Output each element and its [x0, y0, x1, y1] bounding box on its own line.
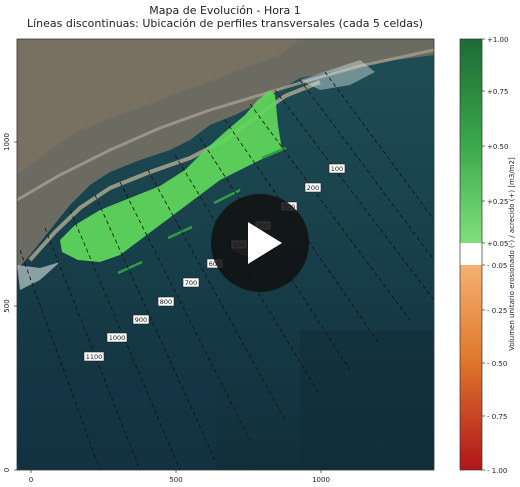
svg-text:600: 600 [209, 260, 221, 268]
colorbar-neutral [460, 243, 482, 265]
colorbar-tick: +0.05 [487, 240, 508, 248]
colorbar-tick: - 0.50 [487, 360, 507, 368]
colorbar-tick: - 0.75 [487, 413, 507, 421]
profile-label-1000: 1000 [106, 332, 128, 343]
map-area: 1100 1000 900 800 700 600 500 400 [17, 39, 434, 470]
colorbar-negative [460, 265, 482, 470]
y-tick-label: 1000 [3, 133, 11, 151]
profile-label-100: 100 [328, 163, 346, 174]
x-tick-label: 1000 [312, 476, 330, 484]
play-icon[interactable] [248, 222, 282, 264]
accretion-zone [60, 90, 282, 262]
colorbar-tick: +0.75 [487, 88, 508, 96]
svg-text:100: 100 [331, 165, 343, 173]
chart-title: Mapa de Evolución - Hora 1 [149, 4, 301, 17]
profile-label-1100: 1100 [83, 351, 105, 362]
colorbar-label: Volumen unitario erosionado (-) / acreci… [508, 157, 516, 351]
x-tick-label: 0 [29, 476, 33, 484]
svg-text:800: 800 [160, 298, 172, 306]
x-axis: 0 500 1000 [29, 470, 330, 484]
profile-label-900: 900 [132, 314, 150, 325]
colorbar-tick: - 1.00 [487, 467, 507, 475]
svg-text:1000: 1000 [109, 334, 126, 342]
y-axis: 1000 500 0 [3, 133, 17, 472]
plot-frame [16, 38, 435, 471]
profile-label-200: 200 [304, 182, 322, 193]
profile-label-800: 800 [157, 296, 175, 307]
svg-text:700: 700 [185, 279, 197, 287]
colorbar: +1.00 +0.75 +0.50 +0.25 +0.05 - 0.05 - 0… [459, 36, 516, 475]
svg-text:200: 200 [307, 184, 319, 192]
profile-segment [117, 260, 143, 275]
x-tick-label: 500 [169, 476, 182, 484]
y-tick-label: 0 [3, 468, 11, 472]
profile-segment [261, 146, 287, 160]
profile-segment [213, 188, 241, 205]
colorbar-positive [460, 39, 482, 243]
colorbar-tick: +1.00 [487, 36, 508, 44]
colorbar-tick: +0.50 [487, 143, 508, 151]
svg-text:900: 900 [135, 316, 147, 324]
colorbar-tick: - 0.25 [487, 307, 507, 315]
y-tick-label: 500 [3, 299, 11, 312]
chart-subtitle: Líneas discontinuas: Ubicación de perfil… [26, 17, 424, 30]
profile-label-700: 700 [182, 277, 200, 288]
colorbar-tick: +0.25 [487, 198, 508, 206]
profile-segment [167, 225, 193, 240]
colorbar-tick: - 0.05 [487, 262, 507, 270]
play-button[interactable] [211, 194, 309, 292]
svg-text:1100: 1100 [86, 353, 103, 361]
